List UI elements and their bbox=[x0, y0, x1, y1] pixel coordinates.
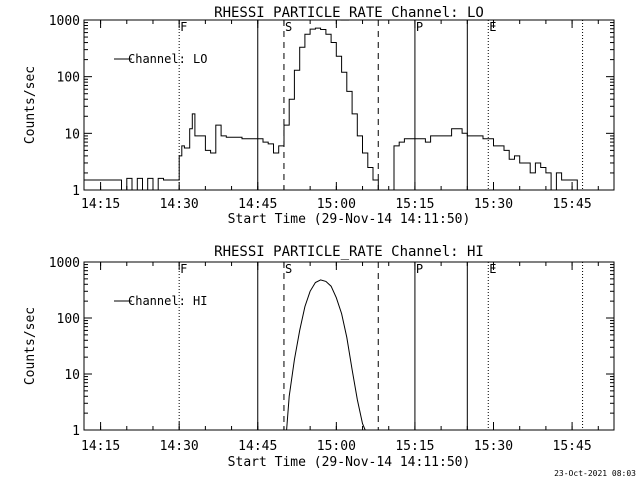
panel-2-event-label-S: S bbox=[285, 262, 292, 276]
panel-1-x-tick-label: 15:00 bbox=[317, 197, 356, 212]
panel-1-x-axis-label: Start Time (29-Nov-14 14:11:50) bbox=[228, 212, 471, 227]
panel-1-x-tick-label: 14:30 bbox=[160, 197, 199, 212]
panel-1-plot-frame bbox=[83, 19, 615, 191]
panel-1-y-tick-label: 100 bbox=[57, 71, 80, 86]
panel-1-series-line bbox=[84, 27, 583, 191]
panel-2-title: RHESSI PARTICLE_RATE Channel: HI bbox=[214, 244, 484, 260]
panel-2-y-tick-label: 100 bbox=[57, 312, 80, 327]
panel-2-x-axis-label: Start Time (29-Nov-14 14:11:50) bbox=[228, 455, 471, 470]
panel-2-y-tick-label: 10 bbox=[64, 368, 80, 383]
panel-2-x-tick-label: 14:15 bbox=[81, 439, 120, 454]
panel-1-x-tick-label: 14:45 bbox=[238, 197, 277, 212]
panel-2-legend-label: Channel: HI bbox=[128, 294, 207, 308]
panel-2-x-tick-label: 15:45 bbox=[553, 439, 592, 454]
panel-1-x-tick-label: 14:15 bbox=[81, 197, 120, 212]
panel-1-event-label-P: P bbox=[416, 20, 423, 34]
panel-2-y-tick-label: 1 bbox=[72, 424, 80, 439]
panel-2-x-tick-label: 15:15 bbox=[395, 439, 434, 454]
panel-1-x-tick-label: 15:45 bbox=[553, 197, 592, 212]
panel-1-title: RHESSI PARTICLE_RATE Channel: LO bbox=[214, 5, 484, 21]
panel-2-plot-frame bbox=[83, 261, 615, 431]
footer-timestamp-text: 23-Oct-2021 08:03 bbox=[554, 469, 636, 478]
panel-2-y-axis-label: Counts/sec bbox=[23, 307, 38, 385]
panel-1-legend-label: Channel: LO bbox=[128, 52, 207, 66]
panel-1-event-label-E: E bbox=[489, 20, 496, 34]
panel-2-x-tick-label: 14:45 bbox=[238, 439, 277, 454]
panel-1-y-tick-label: 1 bbox=[72, 184, 80, 199]
panel-2-x-tick-label: 15:00 bbox=[317, 439, 356, 454]
panel-1-y-tick-label: 1000 bbox=[49, 14, 80, 29]
panel-1-x-tick-label: 15:15 bbox=[395, 197, 434, 212]
panel-2-event-label-P: P bbox=[416, 262, 423, 276]
panel-1-y-axis-label: Counts/sec bbox=[23, 66, 38, 144]
panel-2-event-label-E: E bbox=[489, 262, 496, 276]
panel-1-x-tick-label: 15:30 bbox=[474, 197, 513, 212]
panel-1-y-tick-label: 10 bbox=[64, 127, 80, 142]
panel-2-x-tick-label: 15:30 bbox=[474, 439, 513, 454]
panel-2-x-tick-label: 14:30 bbox=[160, 439, 199, 454]
panel-2-series-line bbox=[286, 279, 366, 431]
panel-1-event-label-F: F bbox=[180, 20, 187, 34]
panel-2-event-label-F: F bbox=[180, 262, 187, 276]
panel-2-y-tick-label: 1000 bbox=[49, 256, 80, 271]
panel-1-event-label-S: S bbox=[285, 20, 292, 34]
